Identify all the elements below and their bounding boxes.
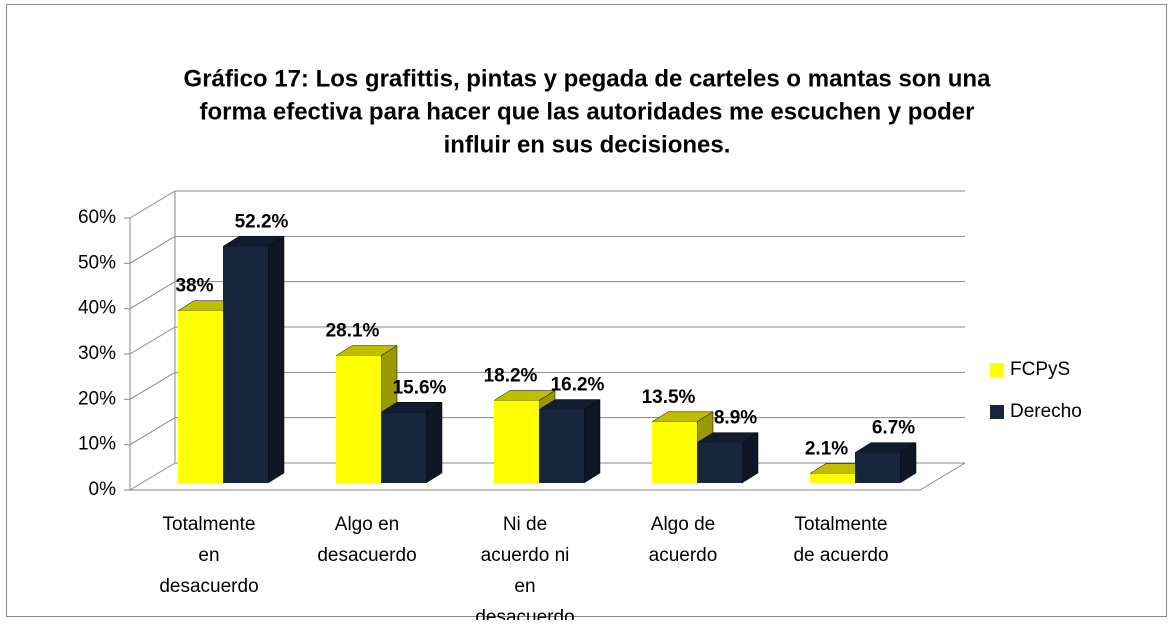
x-tick-label: Totalmente de acuerdo <box>793 514 888 566</box>
y-tick-label: 50% <box>78 252 116 273</box>
bar-front <box>381 412 426 483</box>
y-tick-label: 30% <box>78 343 116 364</box>
legend-label: FCPyS <box>1010 359 1070 380</box>
y-tick-label: 0% <box>89 479 117 500</box>
data-label: 38% <box>175 276 213 297</box>
x-tick-label: Totalmente en desacuerdo <box>159 514 258 597</box>
bar-front <box>178 310 223 483</box>
grid-line <box>129 190 176 219</box>
data-label: 52.2% <box>235 211 289 232</box>
y-tick-label: 40% <box>78 298 116 319</box>
bar-front <box>539 409 584 483</box>
data-label: 13.5% <box>642 387 696 408</box>
bar-side <box>267 235 285 484</box>
grid-line <box>129 281 176 310</box>
bar <box>696 432 759 484</box>
bar-side <box>583 399 601 484</box>
bar <box>538 399 601 484</box>
grid-line <box>129 326 176 355</box>
legend-label: Derecho <box>1010 401 1082 422</box>
bar <box>222 235 285 484</box>
chart-title: influir en sus decisiones. <box>444 131 731 158</box>
bar-front <box>652 421 697 483</box>
bar-front <box>336 355 381 483</box>
y-tick-label: 10% <box>78 434 116 455</box>
bar <box>335 345 398 484</box>
bar-front <box>810 473 855 483</box>
grid-line <box>129 371 176 400</box>
legend-swatch <box>990 363 1004 377</box>
data-label: 15.6% <box>393 377 447 398</box>
grid-line <box>129 235 176 264</box>
grid-line <box>129 417 176 446</box>
chart-title: Gráfico 17: Los grafittis, pintas y pega… <box>184 65 992 92</box>
bar-front <box>855 452 900 483</box>
data-label: 8.9% <box>714 408 757 429</box>
bar-front <box>697 442 742 483</box>
bar-side <box>425 401 443 484</box>
grid-line <box>129 462 176 491</box>
x-tick-label: Algo de acuerdo <box>649 514 718 566</box>
data-label: 28.1% <box>326 321 380 342</box>
data-label: 18.2% <box>484 366 538 387</box>
data-label: 16.2% <box>551 375 605 396</box>
legend-swatch <box>990 405 1004 419</box>
chart-title: forma efectiva para hacer que las autori… <box>200 98 975 125</box>
y-tick-label: 60% <box>78 207 116 228</box>
bar <box>380 401 443 484</box>
y-tick-label: 20% <box>78 388 116 409</box>
x-tick-label: Algo en desacuerdo <box>317 514 416 566</box>
bar-front <box>494 400 539 483</box>
floor-right <box>919 462 966 491</box>
bar <box>854 442 917 484</box>
data-label: 6.7% <box>872 418 915 439</box>
data-label: 2.1% <box>805 438 848 459</box>
bar-front <box>223 246 268 483</box>
